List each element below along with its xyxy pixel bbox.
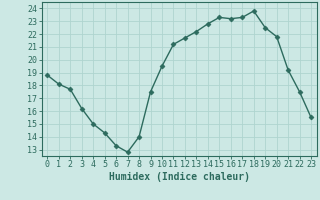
X-axis label: Humidex (Indice chaleur): Humidex (Indice chaleur) [109, 172, 250, 182]
